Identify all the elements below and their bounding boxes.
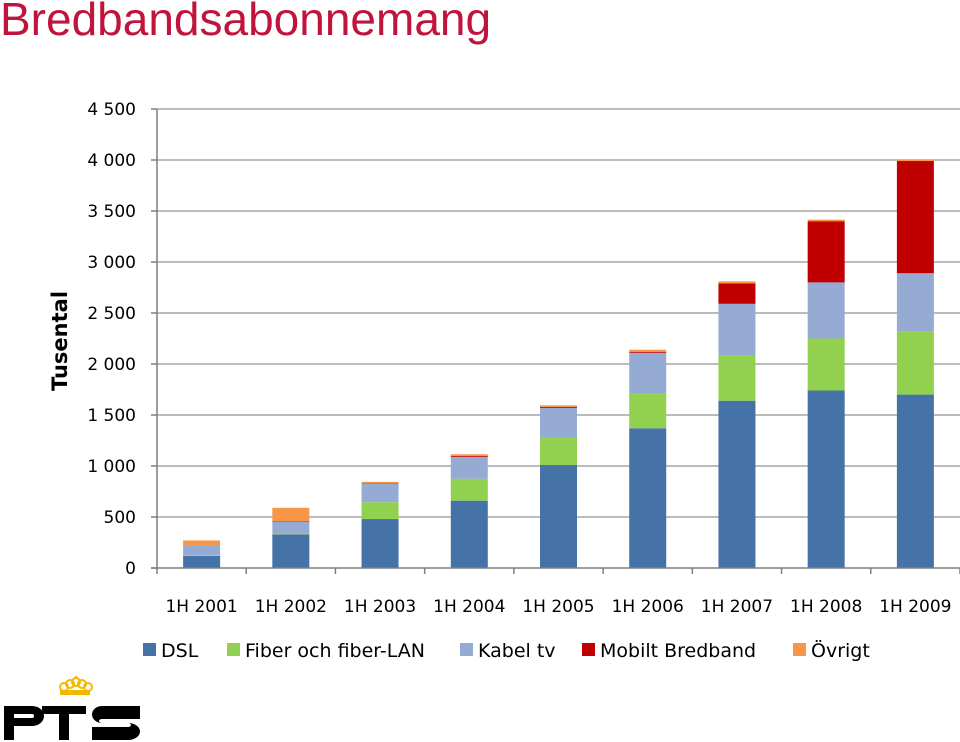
bar-segment xyxy=(450,478,488,501)
x-tick-label: 1H 2008 xyxy=(790,597,862,617)
bar-segment xyxy=(629,393,667,429)
y-tick-label: 3 000 xyxy=(87,253,136,273)
x-tick-label: 1H 2009 xyxy=(879,597,951,617)
x-tick-label: 1H 2006 xyxy=(612,597,684,617)
bar-segment xyxy=(361,519,399,568)
x-tick-label: 1H 2001 xyxy=(165,597,237,617)
bar-segment xyxy=(540,405,577,407)
axes xyxy=(151,108,960,574)
legend-swatch xyxy=(793,643,806,656)
bar-segment xyxy=(896,331,934,395)
bar-segment xyxy=(272,533,310,535)
crown-icon xyxy=(59,676,93,695)
bars xyxy=(183,159,934,568)
bar-segment xyxy=(896,273,934,332)
bar-segment xyxy=(272,507,310,522)
legend-item: Fiber och fiber-LAN xyxy=(227,640,425,662)
bar-segment xyxy=(718,400,756,568)
pts-wordmark xyxy=(4,706,140,740)
y-axis-label: Tusental xyxy=(48,291,72,391)
bar-segment xyxy=(272,534,310,568)
bar-segment xyxy=(540,437,577,465)
bar-segment xyxy=(718,355,756,401)
bar-segment xyxy=(361,483,399,484)
bar-segment xyxy=(807,221,845,283)
legend-label: DSL xyxy=(161,640,199,662)
x-tick-label: 1H 2002 xyxy=(255,597,327,617)
y-tick-labels: 0 500 1 000 1 500 2 000 2 500 3 000 3 500 4 000 4… xyxy=(87,100,136,579)
bar-segment xyxy=(183,545,221,556)
bar-segment xyxy=(896,394,934,568)
y-axis-label-group: Tusental xyxy=(48,291,72,391)
y-tick-label: 2 000 xyxy=(87,355,136,375)
legend-item: Övrigt xyxy=(793,639,870,662)
bar-segment xyxy=(183,555,221,568)
bar-segment xyxy=(272,521,310,522)
legend-label: Övrigt xyxy=(811,639,870,662)
bar-segment xyxy=(807,338,845,391)
legend: DSL Fiber och fiber-LAN Kabel tv Mobilt Bre… xyxy=(143,639,870,662)
bar-segment xyxy=(540,406,577,408)
legend-swatch xyxy=(143,643,156,656)
y-tick-label: 3 500 xyxy=(87,202,136,222)
bar-segment xyxy=(272,521,310,534)
legend-label: Mobilt Bredband xyxy=(600,640,756,662)
bar-segment xyxy=(629,349,667,352)
bar-segment xyxy=(896,161,934,274)
bar-segment xyxy=(718,303,756,356)
bar-segment xyxy=(183,555,221,556)
bar-segment xyxy=(183,540,221,546)
y-tick-label: 4 000 xyxy=(87,151,136,171)
bar-segment xyxy=(540,464,577,568)
legend-item: Mobilt Bredband xyxy=(582,640,756,662)
y-tick-label: 4 500 xyxy=(87,100,136,120)
legend-swatch xyxy=(460,643,473,656)
legend-swatch xyxy=(582,643,595,656)
bar-segment xyxy=(807,282,845,339)
legend-swatch xyxy=(227,643,240,656)
legend-label: Kabel tv xyxy=(478,640,556,662)
legend-label: Fiber och fiber-LAN xyxy=(245,640,425,662)
bar-segment xyxy=(540,407,577,438)
x-tick-labels: 1H 2001 1H 2002 1H 2003 1H 2004 1H 2005 1H 20… xyxy=(165,597,951,617)
x-tick-label: 1H 2007 xyxy=(701,597,773,617)
y-tick-label: 2 500 xyxy=(87,304,136,324)
x-tick-label: 1H 2004 xyxy=(433,597,505,617)
bar-segment xyxy=(629,351,667,353)
y-tick-label: 0 xyxy=(125,559,136,579)
bar-segment xyxy=(629,428,667,568)
y-tick-label: 500 xyxy=(104,508,136,528)
bar-segment xyxy=(361,502,399,520)
y-tick-label: 1 500 xyxy=(87,406,136,426)
bar-segment xyxy=(718,283,756,304)
bar-segment xyxy=(896,159,934,162)
bar-segment xyxy=(807,219,845,222)
bar-segment xyxy=(807,390,845,568)
x-tick-label: 1H 2005 xyxy=(522,597,594,617)
bar-segment xyxy=(718,281,756,284)
bar-segment xyxy=(629,352,667,394)
bar-segment xyxy=(361,481,399,484)
bar-segment xyxy=(450,500,488,568)
bar-segment xyxy=(361,483,399,503)
legend-item: Kabel tv xyxy=(460,640,556,662)
bar-segment xyxy=(450,456,488,479)
page-title: Bredbandsabonnemang xyxy=(0,0,492,45)
x-tick-label: 1H 2003 xyxy=(344,597,416,617)
y-tick-label: 1 000 xyxy=(87,457,136,477)
legend-item: DSL xyxy=(143,640,199,662)
bar-segment xyxy=(450,454,488,456)
pts-logo xyxy=(4,676,140,740)
bar-segment xyxy=(450,455,488,457)
